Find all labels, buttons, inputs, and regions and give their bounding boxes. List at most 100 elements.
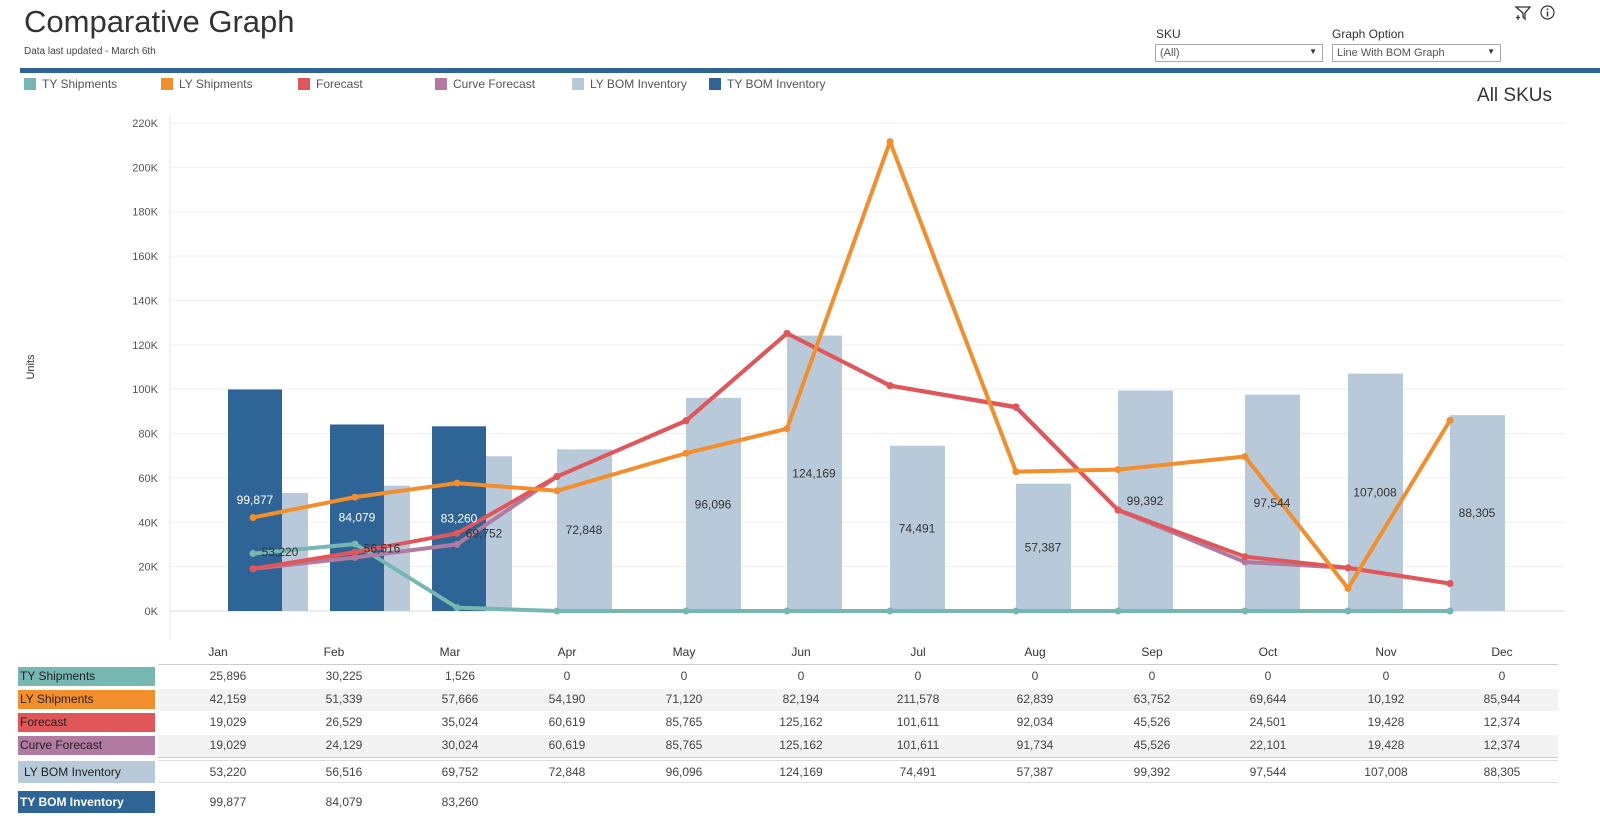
month-header: Mar: [439, 645, 461, 659]
ty-shipments-point[interactable]: [1446, 607, 1454, 615]
ty-shipments-point[interactable]: [783, 607, 791, 615]
table-cell: 19,428: [1367, 715, 1405, 729]
ty-bom-data-label: 99,877: [237, 493, 274, 507]
table-cell: 60,619: [548, 738, 586, 752]
table-cell: 53,220: [209, 765, 247, 779]
forecast-point[interactable]: [1114, 506, 1122, 514]
table-cell: 12,374: [1483, 738, 1521, 752]
forecast-point[interactable]: [783, 329, 791, 337]
legend-label: TY BOM Inventory: [727, 77, 826, 91]
forecast-point[interactable]: [1012, 403, 1020, 411]
info-icon[interactable]: [1540, 5, 1555, 25]
ly-shipments-point[interactable]: [453, 479, 461, 487]
sku-dropdown[interactable]: (All) ▼: [1155, 44, 1323, 62]
ty-bom-bar[interactable]: [330, 424, 384, 611]
graph-option-label: Graph Option: [1332, 27, 1405, 41]
filter-icon[interactable]: [1514, 4, 1532, 26]
legend-item-curve-forecast[interactable]: Curve Forecast: [435, 77, 535, 91]
forecast-line[interactable]: [252, 331, 1451, 586]
ly-bom-bar[interactable]: [890, 445, 945, 611]
ty-shipments-point[interactable]: [1114, 607, 1122, 615]
graph-option-dropdown[interactable]: Line With BOM Graph ▼: [1332, 44, 1501, 62]
table-cell: 60,619: [548, 715, 586, 729]
ly-shipments-point[interactable]: [1241, 453, 1249, 461]
month-header: Aug: [1024, 645, 1046, 659]
ly-shipments-point[interactable]: [1114, 466, 1122, 474]
ly-bom-bar[interactable]: [1245, 394, 1300, 611]
divider: [158, 760, 1558, 761]
y-tick-label: 120K: [132, 340, 158, 352]
month-header: Nov: [1375, 645, 1397, 659]
forecast-point[interactable]: [453, 529, 461, 537]
divider: [158, 664, 1558, 665]
ly-shipments-point[interactable]: [1446, 416, 1454, 424]
ly-bom-bar[interactable]: [1450, 415, 1505, 611]
legend-item-forecast[interactable]: Forecast: [298, 77, 363, 91]
curve-forecast-point[interactable]: [453, 540, 461, 548]
y-axis-title: Units: [25, 354, 37, 380]
ly-shipments-point[interactable]: [1012, 468, 1020, 476]
ly-shipments-point[interactable]: [1344, 584, 1352, 592]
legend-item-ty-bom-inventory[interactable]: TY BOM Inventory: [709, 77, 825, 91]
table-cell: 19,428: [1367, 738, 1405, 752]
ty-shipments-point[interactable]: [1241, 607, 1249, 615]
ty-shipments-point[interactable]: [1344, 607, 1352, 615]
ly-bom-bar[interactable]: [686, 397, 741, 611]
legend-item-ty-shipments[interactable]: TY Shipments: [24, 77, 117, 91]
ty-shipments-line[interactable]: [252, 541, 1450, 613]
ly-bom-data-label: 69,752: [466, 527, 503, 541]
forecast-point[interactable]: [553, 473, 561, 481]
row-label-forecast: Forecast: [18, 713, 155, 732]
y-tick-label: 20K: [138, 562, 158, 574]
y-tick-label: 160K: [132, 251, 158, 263]
graph-option-value: Line With BOM Graph: [1337, 47, 1445, 59]
ty-shipments-point[interactable]: [1012, 607, 1020, 615]
ly-bom-data-label: 107,008: [1353, 485, 1397, 499]
ty-shipments-point[interactable]: [351, 540, 359, 548]
table-cell: 92,034: [1016, 715, 1054, 729]
ly-bom-bar[interactable]: [1118, 390, 1173, 611]
ty-bom-bar[interactable]: [432, 426, 486, 611]
forecast-point[interactable]: [249, 565, 257, 573]
table-cell: 63,752: [1133, 692, 1171, 706]
ly-shipments-point[interactable]: [249, 513, 257, 521]
sku-filter-label: SKU: [1156, 27, 1181, 41]
ly-shipments-point[interactable]: [351, 493, 359, 501]
ly-shipments-point[interactable]: [886, 138, 894, 146]
month-header: Dec: [1491, 645, 1513, 659]
ly-shipments-point[interactable]: [553, 487, 561, 495]
ly-bom-bar[interactable]: [787, 335, 842, 611]
ty-shipments-point[interactable]: [453, 604, 461, 612]
forecast-point[interactable]: [351, 548, 359, 556]
ty-shipments-point[interactable]: [553, 607, 561, 615]
curve-forecast-point[interactable]: [1241, 558, 1249, 566]
forecast-point[interactable]: [1241, 553, 1249, 561]
ty-bom-bar[interactable]: [228, 389, 282, 611]
ty-shipments-point[interactable]: [682, 607, 690, 615]
ly-bom-data-label: 53,220: [262, 545, 299, 559]
forecast-point[interactable]: [886, 382, 894, 390]
ly-shipments-point[interactable]: [682, 449, 690, 457]
row-label-ly-bom-inventory: LY BOM Inventory: [18, 761, 155, 783]
table-cell: 0: [1382, 669, 1390, 683]
legend-item-ly-shipments[interactable]: LY Shipments: [161, 77, 253, 91]
ly-shipments-point[interactable]: [783, 425, 791, 433]
ly-bom-bar[interactable]: [1016, 483, 1071, 611]
table-cell: 57,387: [1016, 765, 1054, 779]
curve-forecast-point[interactable]: [351, 553, 359, 561]
ty-shipments-point[interactable]: [249, 550, 257, 558]
page-title: Comparative Graph: [24, 4, 295, 39]
y-tick-label: 180K: [132, 207, 158, 219]
table-cell: 74,491: [899, 765, 937, 779]
ly-shipments-line[interactable]: [252, 139, 1452, 591]
forecast-point[interactable]: [682, 417, 690, 425]
legend-item-ly-bom-inventory[interactable]: LY BOM Inventory: [572, 77, 687, 91]
table-cell: 69,752: [441, 765, 479, 779]
month-header: Jan: [208, 645, 228, 659]
table-cell: 107,008: [1364, 765, 1408, 779]
forecast-point[interactable]: [1344, 564, 1352, 572]
ty-shipments-point[interactable]: [886, 607, 894, 615]
forecast-point[interactable]: [1446, 580, 1454, 588]
y-tick-label: 140K: [132, 295, 158, 307]
divider: [158, 757, 1558, 758]
